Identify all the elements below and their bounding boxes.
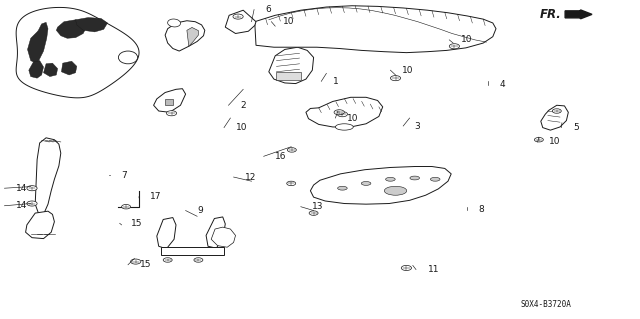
Text: 9: 9: [197, 206, 203, 215]
Text: 6: 6: [266, 5, 271, 14]
Polygon shape: [255, 6, 496, 53]
Circle shape: [449, 44, 460, 49]
Circle shape: [390, 76, 401, 81]
Polygon shape: [44, 63, 58, 77]
Text: 10: 10: [461, 35, 472, 44]
Polygon shape: [187, 27, 198, 46]
Ellipse shape: [385, 177, 396, 181]
Circle shape: [194, 258, 203, 262]
Text: 10: 10: [283, 17, 294, 26]
Text: 12: 12: [245, 173, 257, 182]
Polygon shape: [161, 247, 224, 255]
Text: 14: 14: [16, 201, 28, 210]
Ellipse shape: [338, 186, 348, 190]
Text: 11: 11: [428, 265, 439, 274]
Text: 10: 10: [402, 66, 413, 75]
Text: 10: 10: [236, 123, 247, 132]
Circle shape: [163, 258, 172, 262]
Polygon shape: [26, 211, 54, 239]
Polygon shape: [56, 20, 86, 38]
Ellipse shape: [410, 176, 420, 180]
Ellipse shape: [361, 182, 371, 185]
Text: FR.: FR.: [540, 8, 562, 21]
Circle shape: [287, 148, 296, 152]
Circle shape: [534, 137, 543, 142]
Polygon shape: [154, 89, 186, 112]
Circle shape: [27, 201, 37, 206]
Text: 15: 15: [131, 219, 143, 228]
Ellipse shape: [118, 51, 138, 64]
Circle shape: [27, 186, 37, 191]
Circle shape: [334, 110, 344, 115]
Text: 10: 10: [549, 137, 561, 146]
Polygon shape: [61, 61, 77, 75]
Circle shape: [122, 204, 131, 209]
Ellipse shape: [384, 186, 407, 195]
Polygon shape: [165, 21, 205, 51]
Circle shape: [337, 112, 348, 117]
Polygon shape: [276, 72, 301, 80]
Polygon shape: [35, 138, 61, 214]
Text: 1: 1: [333, 77, 339, 86]
Polygon shape: [16, 7, 139, 98]
FancyArrow shape: [565, 10, 592, 19]
Text: 5: 5: [573, 123, 579, 132]
Ellipse shape: [168, 19, 180, 27]
Circle shape: [552, 109, 561, 113]
Polygon shape: [165, 99, 173, 105]
Ellipse shape: [431, 177, 440, 181]
Text: 15: 15: [140, 260, 151, 269]
Polygon shape: [211, 227, 236, 247]
Text: 4: 4: [499, 80, 505, 89]
Text: 7: 7: [122, 171, 127, 180]
Polygon shape: [269, 47, 314, 84]
Text: 14: 14: [16, 184, 28, 193]
Polygon shape: [28, 22, 48, 64]
Polygon shape: [225, 10, 256, 33]
Circle shape: [287, 181, 296, 186]
Circle shape: [309, 211, 318, 215]
Polygon shape: [541, 105, 568, 130]
Polygon shape: [206, 217, 225, 248]
Circle shape: [401, 265, 412, 271]
Circle shape: [166, 111, 177, 116]
Polygon shape: [29, 61, 44, 78]
Ellipse shape: [335, 124, 353, 130]
Text: 17: 17: [150, 192, 162, 201]
Polygon shape: [157, 218, 176, 249]
Text: 13: 13: [312, 202, 324, 211]
Text: 2: 2: [240, 101, 246, 110]
Text: 3: 3: [415, 122, 420, 130]
Polygon shape: [76, 18, 108, 32]
Polygon shape: [310, 167, 451, 204]
Text: S0X4-B3720A: S0X4-B3720A: [520, 300, 571, 309]
Text: 10: 10: [347, 114, 358, 122]
Text: 16: 16: [275, 152, 287, 161]
Circle shape: [233, 14, 243, 19]
Text: 8: 8: [479, 205, 484, 214]
Circle shape: [131, 259, 141, 264]
Polygon shape: [306, 97, 383, 127]
